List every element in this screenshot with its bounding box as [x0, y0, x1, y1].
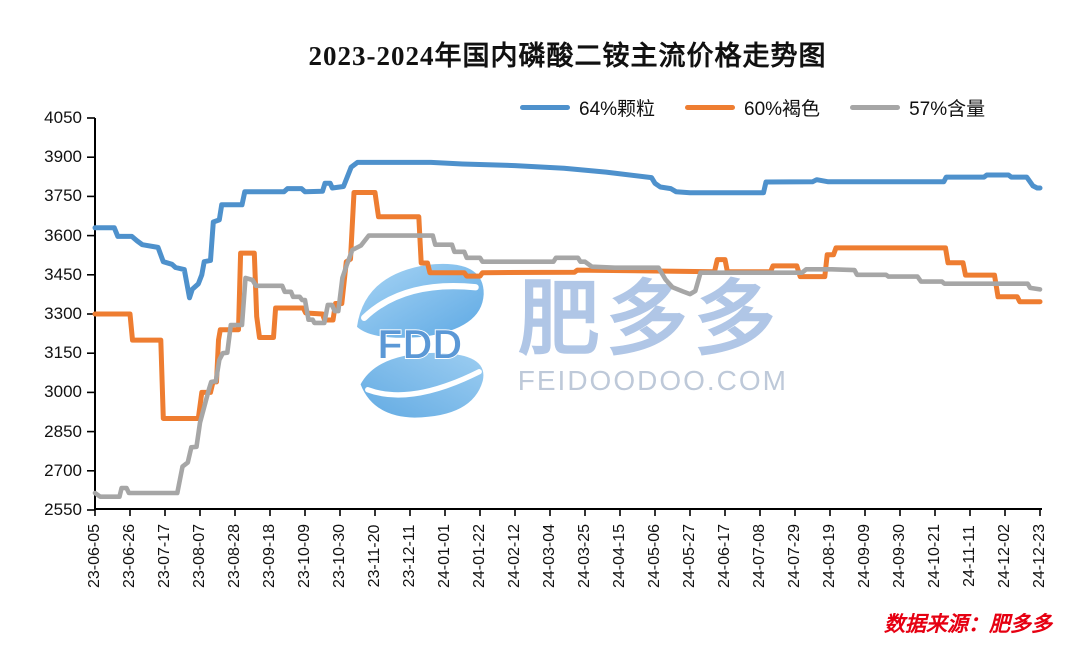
x-axis-label: 24-03-04 [541, 523, 558, 589]
legend-item-60-brown: 60%褐色 [685, 94, 820, 121]
y-axis-label: 3750 [44, 186, 82, 206]
chart-title: 2023-2024年国内磷酸二铵主流价格走势图 [308, 41, 827, 71]
price-line-plot [87, 117, 1043, 516]
x-axis-label: 24-01-22 [471, 523, 488, 589]
x-axis-label: 24-11-11 [961, 525, 978, 587]
series-line-1 [92, 190, 1043, 421]
legend-line-swatch-orange [685, 105, 736, 110]
legend-label: 57%含量 [909, 99, 986, 120]
y-axis-label: 3000 [44, 382, 82, 402]
y-axis-label: 3600 [44, 225, 82, 245]
y-axis-label: 3900 [44, 147, 82, 167]
chart-legend: 64%颗粒 60%褐色 57%含量 [520, 94, 985, 121]
x-axis-label: 24-09-09 [856, 523, 873, 589]
y-axis-label: 3450 [44, 264, 82, 284]
x-axis-label: 23-10-09 [296, 523, 313, 589]
series-line-0 [92, 159, 1043, 301]
y-axis-label: 3300 [44, 304, 82, 323]
x-axis-label: 23-06-26 [121, 523, 138, 589]
x-axis-label: 23-07-17 [156, 523, 173, 589]
x-axis-label: 24-07-29 [786, 523, 803, 589]
x-axis-label: 24-07-08 [751, 523, 768, 589]
x-axis-label: 24-02-12 [506, 523, 523, 589]
x-axis-label: 24-09-30 [891, 523, 908, 589]
x-axis-label: 24-01-01 [436, 523, 453, 589]
x-axis-label: 24-04-15 [611, 523, 628, 589]
legend-item-57-content: 57%含量 [850, 94, 985, 121]
legend-label: 64%颗粒 [579, 99, 656, 120]
x-axis-label: 24-12-23 [1031, 523, 1048, 589]
y-axis-label: 2700 [44, 460, 82, 480]
x-axis-label: 23-08-07 [191, 523, 208, 589]
legend-line-swatch-blue [520, 105, 570, 110]
x-axis-label: 24-10-21 [926, 523, 943, 589]
legend-line-swatch-gray [850, 105, 901, 110]
x-axis-label: 24-08-19 [821, 523, 838, 589]
x-axis-label: 23-11-20 [366, 524, 383, 588]
x-axis-label: 23-12-11 [401, 524, 418, 588]
legend-item-64-granular: 64%颗粒 [520, 94, 655, 121]
x-axis-label: 23-08-28 [226, 523, 243, 589]
x-axis-label: 24-05-06 [646, 523, 663, 589]
legend-label: 60%褐色 [744, 99, 821, 120]
series-line-2 [92, 233, 1043, 500]
y-axis-label: 2550 [44, 500, 82, 519]
data-source-note: 数据来源：肥多多 [884, 612, 1052, 636]
x-axis-label: 24-06-17 [716, 523, 733, 589]
x-axis-label: 24-05-27 [681, 523, 698, 589]
x-axis-label: 23-09-18 [261, 523, 278, 589]
x-axis-label: 23-06-05 [86, 523, 103, 589]
y-axis-label: 3150 [44, 343, 82, 363]
x-axis-label: 24-12-02 [996, 523, 1013, 589]
y-axis-label: 4050 [44, 108, 82, 127]
x-axis-label: 23-10-30 [331, 523, 348, 589]
y-axis-label: 2850 [44, 421, 82, 441]
x-axis-label: 24-03-25 [576, 523, 593, 589]
